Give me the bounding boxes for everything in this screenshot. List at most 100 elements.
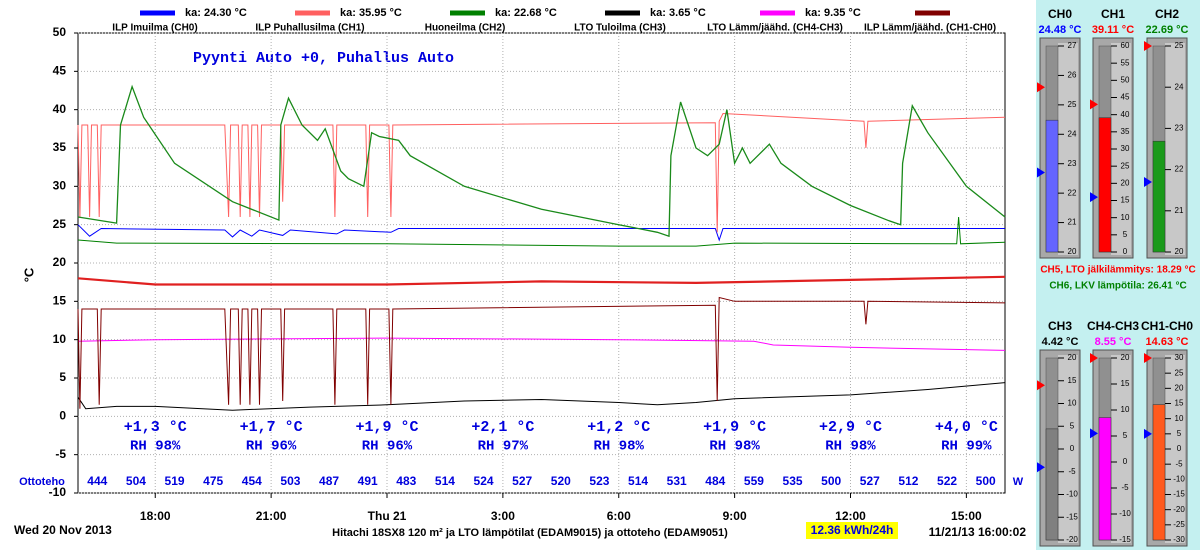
legend-average: ka: 22.68 °C xyxy=(495,7,557,19)
series-line xyxy=(77,337,1006,351)
gauge-low-marker xyxy=(1037,167,1045,178)
legend-average: ka: 9.35 °C xyxy=(805,7,861,19)
gauge-tick-label: 55 xyxy=(1121,58,1130,67)
y-tick-label: 35 xyxy=(53,140,67,154)
power-value: 520 xyxy=(551,474,571,488)
outdoor-temp: +2,9 °C xyxy=(819,419,882,436)
power-value: 500 xyxy=(821,474,841,488)
power-label: Ottoteho xyxy=(19,476,65,488)
legend-label: ILP Puhallusilma (CH1) xyxy=(255,23,364,34)
gauge-tick-label: 5 xyxy=(1123,230,1128,239)
gauge-tick-label: 20 xyxy=(1175,383,1184,392)
legend-label: ILP Lämm/jäähd. (CH1-CH0) xyxy=(864,23,996,34)
outdoor-rh: RH 97% xyxy=(478,439,529,455)
gauge-name: CH0 xyxy=(1048,7,1072,21)
gauge-tick-label: -20 xyxy=(1173,505,1185,514)
gauge-tick-label: 21 xyxy=(1068,218,1077,227)
x-tick-label: 9:00 xyxy=(723,509,747,523)
gauge-name: CH1 xyxy=(1101,7,1125,21)
gauge-tick-label: 25 xyxy=(1175,41,1184,50)
gauge-low-marker xyxy=(1144,176,1152,187)
gauge-high-marker xyxy=(1144,41,1152,51)
outdoor-rh: RH 98% xyxy=(709,439,760,455)
y-tick-label: 10 xyxy=(53,332,67,346)
gauge-tick-label: 23 xyxy=(1175,124,1184,133)
gauge-tick-label: 10 xyxy=(1121,213,1130,222)
series-line xyxy=(77,216,1006,247)
footer-caption: Hitachi 18SX8 120 m² ja LTO lämpötilat (… xyxy=(332,527,728,539)
gauge-tick-label: 40 xyxy=(1121,110,1130,119)
power-value: 484 xyxy=(705,474,725,488)
x-tick-label: 6:00 xyxy=(607,509,631,523)
legend-average: ka: 3.65 °C xyxy=(650,7,706,19)
gauge-scale xyxy=(1165,355,1185,543)
gauge-reading: 4.42 °C xyxy=(1042,336,1079,348)
outdoor-temp: +1,3 °C xyxy=(124,419,187,436)
gauge-low-marker xyxy=(1144,428,1152,439)
power-value: 491 xyxy=(358,474,378,488)
legend-label: LTO Tuloilma (CH3) xyxy=(574,23,666,34)
power-value: 475 xyxy=(203,474,223,488)
outdoor-temp: +4,0 °C xyxy=(935,419,998,436)
gauge-tick-label: -15 xyxy=(1066,512,1078,521)
power-value: 444 xyxy=(87,474,107,488)
panel-note: CH6, LKV lämpötila: 26.41 °C xyxy=(1049,281,1186,292)
outdoor-temp: +1,2 °C xyxy=(587,419,650,436)
gauge-tick-label: 15 xyxy=(1175,399,1184,408)
gauge-reading: 24.48 °C xyxy=(1039,24,1082,36)
power-value: 524 xyxy=(474,474,494,488)
power-value: 559 xyxy=(744,474,764,488)
gauge-low-marker xyxy=(1090,192,1098,203)
outdoor-temp: +1,9 °C xyxy=(355,419,418,436)
legend-label: ILP Imuilma (CH0) xyxy=(112,23,197,34)
gauge-tick-label: -5 xyxy=(1121,483,1129,492)
y-tick-label: 0 xyxy=(59,409,66,423)
gauge-tick-label: 50 xyxy=(1121,75,1130,84)
gauge-low-marker xyxy=(1090,428,1098,439)
gauge-high-marker xyxy=(1037,82,1045,93)
y-tick-label: 30 xyxy=(53,179,67,193)
gauge-low-marker xyxy=(1037,462,1045,473)
gauge-high-marker xyxy=(1090,99,1098,110)
footer-timestamp: 11/21/13 16:00:02 xyxy=(929,525,1027,539)
legend-label: Huoneilma (CH2) xyxy=(425,23,506,34)
plot-frame xyxy=(77,32,1006,494)
y-tick-label: 50 xyxy=(53,25,67,39)
outdoor-rh: RH 98% xyxy=(130,439,181,455)
gauge-tick-label: 35 xyxy=(1121,127,1130,136)
series-line xyxy=(77,112,1006,233)
gauge-bar xyxy=(1045,428,1059,541)
gauge-tick-label: 26 xyxy=(1068,71,1077,80)
gauge-tick-label: 20 xyxy=(1175,247,1184,256)
y-tick-label: 25 xyxy=(53,217,67,231)
gauge-high-marker xyxy=(1090,353,1098,363)
power-value: 503 xyxy=(280,474,300,488)
power-unit: W xyxy=(1013,476,1024,488)
y-tick-label: -10 xyxy=(49,485,67,499)
x-tick-label: 18:00 xyxy=(140,509,171,523)
gauge-bar xyxy=(1152,404,1166,541)
gauge-scale xyxy=(1058,43,1078,255)
energy-badge xyxy=(806,522,898,539)
legend-average: ka: 24.30 °C xyxy=(185,7,247,19)
gauge-reading: 14.63 °C xyxy=(1146,336,1189,348)
series-line xyxy=(77,382,1006,411)
gauge-tick-label: 20 xyxy=(1068,247,1077,256)
power-value: 514 xyxy=(628,474,648,488)
gauge-tick-label: 15 xyxy=(1121,196,1130,205)
outdoor-rh: RH 96% xyxy=(362,439,413,455)
gauge-tick-label: 10 xyxy=(1121,405,1130,414)
outdoor-temp: +1,7 °C xyxy=(240,419,303,436)
gauge-tick-label: 24 xyxy=(1175,82,1184,91)
y-tick-label: -5 xyxy=(55,447,66,461)
y-tick-label: 40 xyxy=(53,102,67,116)
outdoor-rh: RH 98% xyxy=(594,439,645,455)
gauge-tick-label: 21 xyxy=(1175,206,1184,215)
gauge-tick-label: -10 xyxy=(1066,490,1078,499)
gauge-tick-label: 5 xyxy=(1177,429,1182,438)
power-value: 512 xyxy=(898,474,918,488)
series-line xyxy=(77,275,1006,286)
power-value: 514 xyxy=(435,474,455,488)
